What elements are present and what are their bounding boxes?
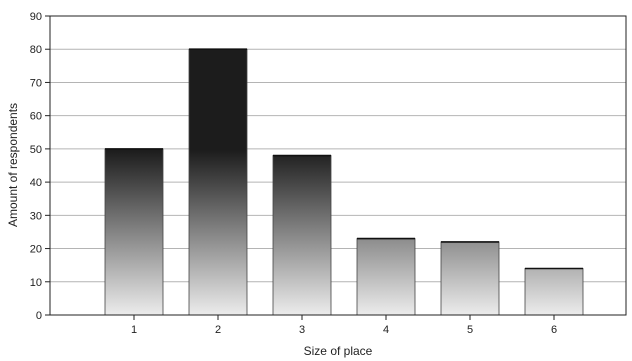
x-axis-ticks: 1 2 3 4 5 6 (131, 315, 557, 336)
x-tick-label: 2 (215, 324, 221, 336)
y-tick-label: 60 (30, 111, 42, 123)
y-tick-label: 50 (30, 144, 42, 156)
bar (104, 148, 164, 316)
bars (104, 48, 584, 316)
y-tick-label: 20 (30, 244, 42, 256)
y-tick-label: 0 (36, 310, 42, 322)
x-tick-label: 6 (551, 324, 557, 336)
y-tick-label: 90 (30, 11, 42, 23)
y-axis-title: Amount of respondents (6, 103, 20, 227)
bar (524, 268, 584, 316)
x-axis-title: Size of place (304, 344, 373, 358)
y-axis-ticks: 0 10 20 30 40 50 60 70 80 90 (30, 11, 50, 322)
bar (440, 241, 500, 316)
y-tick-label: 40 (30, 177, 42, 189)
x-tick-label: 5 (467, 324, 473, 336)
bar (188, 48, 248, 316)
y-tick-label: 30 (30, 210, 42, 222)
bar (272, 155, 332, 316)
bar (356, 238, 416, 316)
y-tick-label: 80 (30, 44, 42, 56)
y-tick-label: 10 (30, 277, 42, 289)
x-tick-label: 3 (299, 324, 305, 336)
y-tick-label: 70 (30, 77, 42, 89)
x-tick-label: 1 (131, 324, 137, 336)
x-tick-label: 4 (383, 324, 389, 336)
plot-frame (49, 15, 627, 316)
